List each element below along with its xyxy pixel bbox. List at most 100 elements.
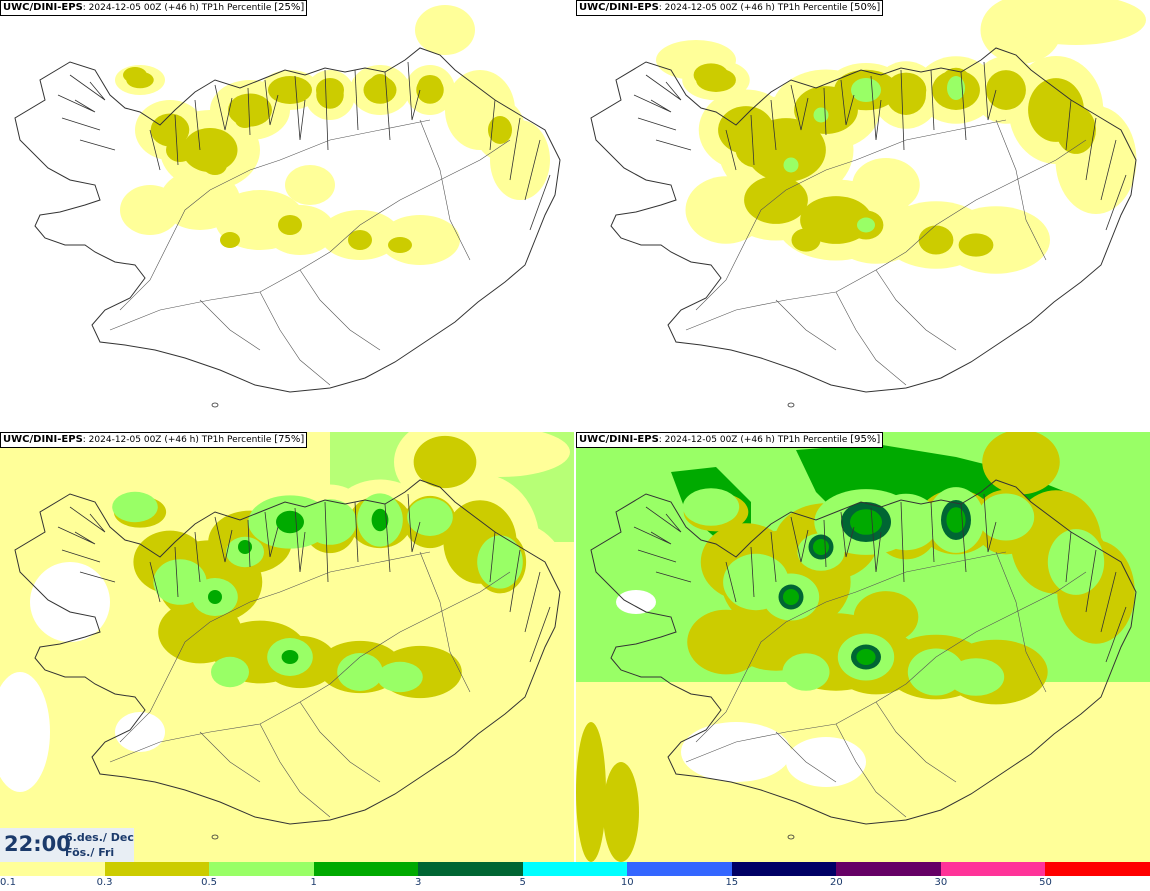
precip-field bbox=[477, 535, 523, 589]
road-line bbox=[995, 119, 1047, 261]
precip-field bbox=[166, 138, 194, 162]
fjord-line bbox=[790, 516, 809, 563]
precip-field bbox=[112, 491, 158, 523]
precip-field bbox=[852, 158, 920, 212]
valid-date-line2: Fös./ Fri bbox=[65, 846, 115, 859]
road-line bbox=[685, 571, 1087, 763]
fjord-line bbox=[354, 501, 359, 563]
precip-field bbox=[281, 650, 299, 664]
percentile-label: [50%] bbox=[850, 2, 881, 13]
precip-field bbox=[873, 493, 939, 551]
fjord-line bbox=[174, 546, 179, 598]
percentile-label: [25%] bbox=[274, 2, 305, 13]
fjord-line bbox=[770, 99, 777, 151]
precip-field bbox=[1006, 0, 1146, 45]
road-line bbox=[279, 119, 431, 161]
fjord-line bbox=[69, 74, 106, 101]
no-precip-area bbox=[30, 562, 110, 642]
road-line bbox=[875, 269, 957, 351]
precip-field bbox=[682, 488, 740, 526]
road-line bbox=[775, 299, 837, 351]
island bbox=[211, 402, 219, 408]
fjord-line bbox=[930, 501, 935, 563]
fjord-line bbox=[1100, 139, 1117, 201]
fjord-line bbox=[294, 507, 306, 573]
road-line bbox=[995, 551, 1047, 693]
model-source-label: UWC/DINI-EPS bbox=[3, 434, 83, 445]
fjord-line bbox=[57, 94, 96, 113]
precip-field bbox=[977, 493, 1035, 541]
run-info-label: 2024-12-05 00Z (+46 h) TP1h Percentile bbox=[88, 3, 272, 13]
fjord-line bbox=[489, 531, 496, 583]
legend-tick-label: 30 bbox=[934, 877, 948, 888]
fjord-line bbox=[1105, 606, 1127, 663]
legend-swatch bbox=[731, 862, 837, 876]
road-line bbox=[299, 701, 381, 783]
fjord-line bbox=[247, 519, 251, 568]
fjord-line bbox=[214, 84, 233, 131]
legend-tick-label: 50 bbox=[1039, 877, 1052, 888]
fjord-line bbox=[960, 71, 967, 141]
run-info-label: 2024-12-05 00Z (+46 h) TP1h Percentile bbox=[664, 435, 848, 445]
precip-field bbox=[488, 116, 512, 144]
legend-tick-label: 15 bbox=[725, 877, 739, 888]
precip-field bbox=[235, 112, 255, 128]
legend-tick-label: 0.1 bbox=[0, 877, 16, 888]
road-line bbox=[119, 159, 281, 311]
fjord-line bbox=[69, 506, 106, 533]
no-precip-area bbox=[115, 712, 165, 752]
fjord-line bbox=[1085, 117, 1097, 181]
fjord-line bbox=[384, 71, 391, 141]
precip-map-p75 bbox=[0, 432, 574, 862]
fjord-line bbox=[529, 174, 551, 231]
legend-tick-label: 0.5 bbox=[201, 877, 218, 888]
precip-field bbox=[407, 498, 453, 536]
fjord-line bbox=[149, 561, 161, 603]
road-line bbox=[199, 731, 261, 783]
fjord-line bbox=[264, 79, 279, 126]
fjord-line bbox=[983, 493, 997, 553]
no-precip-area bbox=[616, 590, 656, 614]
fjord-line bbox=[149, 129, 161, 171]
legend-swatch bbox=[1045, 862, 1150, 876]
road-line bbox=[835, 291, 907, 386]
percentile-label: [95%] bbox=[850, 434, 881, 445]
precip-field bbox=[813, 107, 829, 123]
fjord-line bbox=[637, 117, 677, 131]
legend-tick-label: 1 bbox=[310, 877, 317, 888]
map-panel-p95: UWC/DINI-EPS: 2024-12-05 00Z (+46 h) TP1… bbox=[576, 432, 1150, 862]
fjord-line bbox=[407, 493, 421, 553]
fjord-line bbox=[529, 606, 551, 663]
road-line bbox=[109, 139, 511, 331]
color-legend: 0.1 0.3 0.5 1 3 5 10 15 20 30 50 bbox=[0, 862, 1150, 891]
model-source-label: UWC/DINI-EPS bbox=[579, 2, 659, 13]
precip-map-p95 bbox=[576, 432, 1150, 862]
fjord-line bbox=[725, 561, 737, 603]
fjord-line bbox=[524, 571, 541, 633]
precip-field bbox=[123, 67, 147, 83]
precip-field bbox=[782, 653, 830, 691]
precip-field bbox=[120, 185, 180, 235]
precip-field bbox=[783, 589, 799, 605]
precip-field bbox=[850, 509, 882, 535]
precip-field bbox=[942, 206, 1050, 274]
fjord-line bbox=[823, 519, 827, 568]
precip-field bbox=[377, 661, 423, 693]
legend-swatch bbox=[313, 862, 419, 876]
road-line bbox=[259, 723, 331, 818]
road-line bbox=[855, 119, 1007, 161]
precip-field bbox=[415, 5, 475, 55]
fjord-line bbox=[770, 531, 777, 583]
fjord-line bbox=[214, 516, 233, 563]
fjord-line bbox=[324, 69, 329, 151]
fjord-line bbox=[509, 549, 521, 613]
road-line bbox=[259, 291, 331, 386]
fjord-line bbox=[264, 511, 279, 558]
fjord-line bbox=[655, 571, 692, 583]
percentile-label: [75%] bbox=[274, 434, 305, 445]
legend-swatch bbox=[104, 862, 210, 876]
precip-field bbox=[603, 762, 639, 862]
fjord-line bbox=[489, 99, 496, 151]
road-line bbox=[419, 119, 471, 261]
fjord-line bbox=[524, 139, 541, 201]
